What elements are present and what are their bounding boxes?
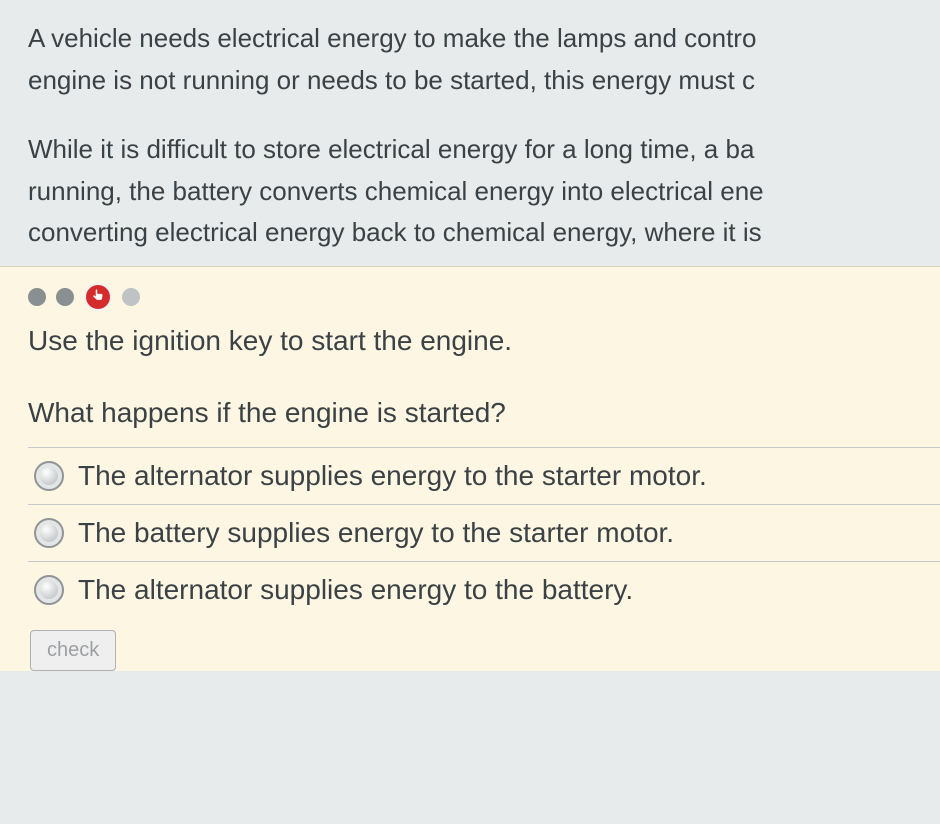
option-label-2: The battery supplies energy to the start… [78, 517, 674, 549]
second-line-3: converting electrical energy back to che… [28, 217, 762, 247]
intro-line-1: A vehicle needs electrical energy to mak… [28, 23, 756, 53]
radio-3[interactable] [34, 575, 64, 605]
intro-line-2: engine is not running or needs to be sta… [28, 65, 755, 95]
check-button[interactable]: check [30, 630, 116, 671]
instruction-text: Use the ignition key to start the engine… [28, 325, 940, 357]
lesson-content: A vehicle needs electrical energy to mak… [0, 0, 940, 671]
progress-dot-3 [122, 288, 140, 306]
radio-1[interactable] [34, 461, 64, 491]
second-paragraph: While it is difficult to store electrica… [28, 129, 940, 254]
radio-2[interactable] [34, 518, 64, 548]
interactive-panel: Use the ignition key to start the engine… [0, 266, 940, 671]
second-line-1: While it is difficult to store electrica… [28, 134, 754, 164]
progress-dots [28, 283, 940, 311]
option-row-2[interactable]: The battery supplies energy to the start… [28, 504, 940, 561]
second-line-2: running, the battery converts chemical e… [28, 176, 764, 206]
intro-paragraph: A vehicle needs electrical energy to mak… [28, 18, 940, 101]
option-label-3: The alternator supplies energy to the ba… [78, 574, 633, 606]
progress-dot-2 [56, 288, 74, 306]
question-text: What happens if the engine is started? [28, 397, 940, 429]
option-row-3[interactable]: The alternator supplies energy to the ba… [28, 561, 940, 618]
option-row-1[interactable]: The alternator supplies energy to the st… [28, 447, 940, 504]
progress-dot-1 [28, 288, 46, 306]
option-label-1: The alternator supplies energy to the st… [78, 460, 707, 492]
hand-pointer-icon[interactable] [84, 283, 112, 311]
